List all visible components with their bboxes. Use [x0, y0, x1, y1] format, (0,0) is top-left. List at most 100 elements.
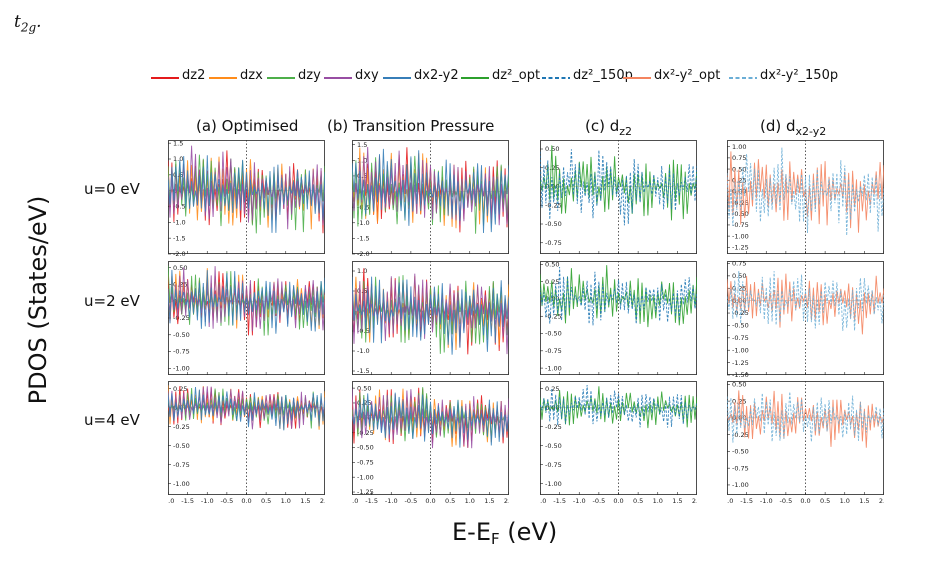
x-tick-label: 0.0 [800, 497, 810, 505]
series-line-dx2-y2 [352, 276, 509, 355]
series-line-dz-150p [540, 149, 697, 226]
x-tick-label: -1.5 [740, 497, 753, 505]
panel-a-u-0-ev: -2.0-1.5-1.0-0.50.00.51.01.5 [168, 140, 325, 258]
legend-label: dz²_150p [573, 68, 633, 83]
legend-label: dzy [298, 68, 321, 83]
y-tick-label: -1.5 [357, 235, 370, 243]
x-tick-label: -0.5 [221, 497, 234, 505]
y-tick-label: -0.50 [173, 442, 190, 450]
row-label-u0: u=0 eV [84, 180, 140, 198]
y-tick-label: 1.00 [732, 143, 746, 151]
y-tick-label: -1.0 [357, 219, 370, 227]
y-tick-label: 0.50 [357, 384, 371, 392]
legend-swatch [383, 77, 411, 79]
panel-a-u-4-ev: -1.00-0.75-0.50-0.250.000.25-2.0-1.5-1.0… [168, 381, 325, 505]
x-tick-label: 2.0 [879, 497, 884, 505]
y-tick-label: -0.50 [357, 444, 374, 452]
y-tick-label: -0.50 [173, 331, 190, 339]
x-tick-label: 0.5 [261, 497, 271, 505]
y-tick-label: 0.5 [357, 172, 367, 180]
legend-swatch [623, 77, 651, 79]
x-tick-label: 1.0 [653, 497, 663, 505]
y-tick-label: -1.00 [732, 481, 749, 489]
series-line-dz-opt [540, 145, 697, 221]
row-label-u4: u=4 eV [84, 411, 140, 429]
y-tick-label: -1.00 [173, 364, 190, 372]
x-tick-label: -0.5 [780, 497, 793, 505]
x-tick-label: 1.5 [300, 497, 310, 505]
x-tick-label: 0.0 [241, 497, 251, 505]
y-tick-label: -0.5 [173, 203, 186, 211]
legend-swatch [324, 77, 352, 79]
panel-d-u-4-ev: -1.00-0.75-0.50-0.250.000.250.50-2.0-1.5… [727, 381, 884, 505]
y-tick-label: -0.75 [357, 459, 374, 467]
x-tick-label: 1.0 [281, 497, 291, 505]
y-tick-label: 0.50 [732, 272, 746, 280]
y-tick-label: 0.75 [732, 261, 746, 268]
y-tick-label: 0.25 [732, 284, 746, 292]
y-tick-label: -1.00 [732, 232, 749, 240]
x-tick-label: 2.0 [504, 497, 509, 505]
legend-swatch [209, 77, 237, 79]
y-tick-label: -0.25 [173, 423, 190, 431]
x-tick-label: 0.5 [820, 497, 830, 505]
series-line-dx2-y2 [352, 392, 509, 448]
series-line-dx-y-150p [727, 147, 884, 236]
series-line-dz-opt [540, 265, 697, 328]
y-tick-label: -0.75 [545, 347, 562, 355]
legend: dz2 dzx dzy dxy dx2-y2 dz²_opt dz²_150p dx²-y²_… [150, 62, 930, 96]
x-tick-label: -2.0 [540, 497, 546, 505]
column-title-a: (a) Optimised [196, 117, 299, 135]
panel-b-u-2-ev: -1.5-1.0-0.50.00.51.0 [352, 261, 509, 375]
legend-label: dx2-y2 [414, 68, 459, 83]
y-axis-label: PDOS (States/eV) [24, 195, 52, 405]
lead-text: t2g. [14, 12, 42, 35]
row-label-u2: u=2 eV [84, 292, 140, 310]
y-tick-label: 0.50 [732, 381, 746, 389]
legend-swatch [461, 77, 489, 79]
x-tick-label: 0.0 [613, 497, 623, 505]
series-line-dx2-y2 [168, 386, 325, 431]
legend-swatch [729, 77, 757, 79]
x-tick-label: 2.0 [320, 497, 325, 505]
y-tick-label: -1.00 [732, 346, 749, 354]
x-tick-label: 0.5 [633, 497, 643, 505]
legend-swatch [267, 77, 295, 79]
y-tick-label: 0.75 [732, 154, 746, 162]
legend-label: dx²-y²_opt [654, 68, 721, 83]
y-tick-label: -2.0 [173, 250, 186, 258]
x-tick-label: -0.5 [405, 497, 418, 505]
x-tick-label: -2.0 [352, 497, 358, 505]
y-tick-label: -0.75 [732, 464, 749, 472]
y-tick-label: -0.75 [173, 461, 190, 469]
x-tick-label: -1.0 [760, 497, 773, 505]
y-tick-label: 0.5 [357, 287, 367, 295]
y-tick-label: -1.00 [545, 480, 562, 488]
x-tick-label: 2.0 [692, 497, 697, 505]
y-tick-label: -2.0 [357, 250, 370, 258]
y-tick-label: -0.75 [732, 221, 749, 229]
panel-a-u-2-ev: -1.00-0.75-0.50-0.250.000.250.50 [168, 261, 325, 375]
y-tick-label: -1.00 [357, 473, 374, 481]
x-tick-label: -1.0 [201, 497, 214, 505]
y-tick-label: -0.75 [545, 461, 562, 469]
series-line-dz-150p [540, 266, 697, 326]
y-tick-label: -0.75 [173, 348, 190, 356]
y-tick-label: -1.50 [732, 371, 749, 379]
y-tick-label: -0.75 [732, 334, 749, 342]
y-tick-label: 1.0 [357, 267, 367, 275]
legend-label: dz2 [182, 68, 206, 83]
x-tick-label: 0.5 [445, 497, 455, 505]
column-title-c: (c) dz2 [585, 117, 633, 138]
column-title-b: (b) Transition Pressure [327, 117, 495, 135]
legend-label: dxy [355, 68, 379, 83]
panel-d-u-0-ev: -1.25-1.00-0.75-0.50-0.250.000.250.500.7… [727, 140, 884, 254]
y-tick-label: -0.25 [545, 423, 562, 431]
series-line-dz-opt [540, 386, 697, 429]
x-tick-label: 1.5 [672, 497, 682, 505]
y-tick-label: -0.50 [545, 442, 562, 450]
y-tick-label: -0.75 [545, 239, 562, 247]
x-tick-label: -0.5 [593, 497, 606, 505]
y-tick-label: -1.25 [732, 243, 749, 251]
